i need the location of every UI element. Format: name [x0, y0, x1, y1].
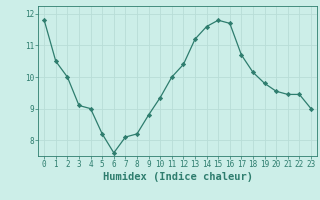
- X-axis label: Humidex (Indice chaleur): Humidex (Indice chaleur): [103, 172, 252, 182]
